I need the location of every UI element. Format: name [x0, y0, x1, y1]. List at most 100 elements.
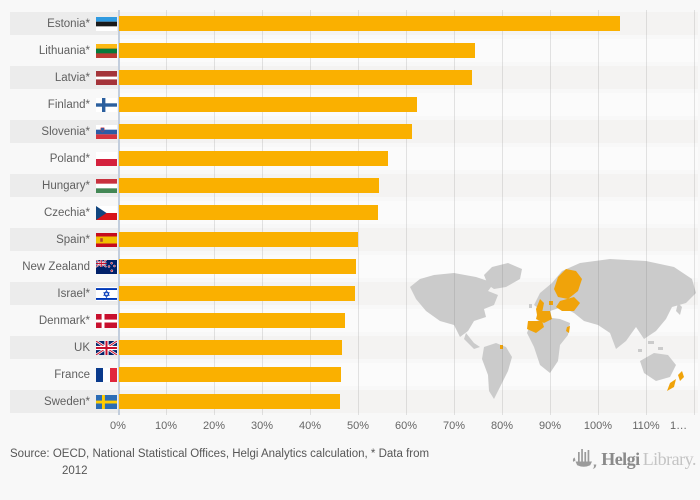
- bar-latvia[interactable]: [119, 70, 473, 85]
- x-tick-label: 70%: [442, 420, 466, 432]
- world-map-watermark: [410, 259, 696, 399]
- country-label: France: [54, 368, 90, 381]
- x-tick-label: 50%: [346, 420, 370, 432]
- country-label: Latvia*: [54, 71, 90, 84]
- chart-row-latvia: Latvia*: [10, 64, 698, 91]
- bar-estonia[interactable]: [119, 16, 620, 31]
- row-label-zone: UK: [10, 336, 118, 359]
- chart-row-spain: Spain*: [10, 226, 698, 253]
- bar-france[interactable]: [119, 367, 342, 382]
- row-label-zone: Czechia*: [10, 201, 118, 224]
- helgi-logo-icon: [573, 449, 597, 470]
- row-label-zone: Spain*: [10, 228, 118, 251]
- logo-text-library: Library.: [642, 448, 697, 469]
- x-tick-label: 90%: [538, 420, 562, 432]
- row-plot-zone: [118, 12, 698, 35]
- flag-israel-icon: [96, 286, 117, 301]
- chart-row-hungary: Hungary*: [10, 172, 698, 199]
- bar-israel[interactable]: [119, 286, 356, 301]
- country-label: Israel*: [57, 287, 90, 300]
- country-label: Slovenia*: [41, 125, 90, 138]
- row-label-zone: Poland*: [10, 147, 118, 170]
- chart-row-france: France: [10, 361, 698, 388]
- country-label: Poland*: [49, 152, 90, 165]
- country-label: Estonia*: [47, 17, 90, 30]
- x-tick-label: 80%: [490, 420, 514, 432]
- x-tick-label: 30%: [250, 420, 274, 432]
- flag-latvia-icon: [96, 70, 117, 85]
- flag-hungary-icon: [96, 178, 117, 193]
- x-tick-label: 20%: [202, 420, 226, 432]
- row-plot-zone: [118, 390, 698, 413]
- flag-new-zealand-icon: [96, 259, 117, 274]
- x-tick-label: 110%: [632, 420, 660, 432]
- chart-row-poland: Poland*: [10, 145, 698, 172]
- row-plot-zone: [118, 39, 698, 62]
- bar-czechia[interactable]: [119, 205, 379, 220]
- helgi-library-logo[interactable]: Helgi Library.: [572, 448, 697, 470]
- flag-sweden-icon: [96, 394, 117, 409]
- row-label-zone: New Zealand: [10, 255, 118, 278]
- row-plot-zone: [118, 174, 698, 197]
- chart-row-czechia: Czechia*: [10, 199, 698, 226]
- flag-denmark-icon: [96, 313, 117, 328]
- row-plot-zone: [118, 147, 698, 170]
- row-plot-zone: [118, 93, 698, 116]
- bar-uk[interactable]: [119, 340, 342, 355]
- row-label-zone: Lithuania*: [10, 39, 118, 62]
- row-label-zone: France: [10, 363, 118, 386]
- row-plot-zone: [118, 66, 698, 89]
- country-label: Czechia*: [43, 206, 90, 219]
- row-plot-zone: [118, 228, 698, 251]
- bar-hungary[interactable]: [119, 178, 380, 193]
- bar-denmark[interactable]: [119, 313, 345, 328]
- row-label-zone: Hungary*: [10, 174, 118, 197]
- country-label: Denmark*: [38, 314, 90, 327]
- country-label: Hungary*: [42, 179, 90, 192]
- flag-spain-icon: [96, 232, 117, 247]
- bar-new-zealand[interactable]: [119, 259, 357, 274]
- logo-text-helgi: Helgi: [601, 448, 640, 469]
- flag-poland-icon: [96, 151, 117, 166]
- bar-finland[interactable]: [119, 97, 418, 112]
- row-plot-zone: [118, 255, 698, 278]
- flag-estonia-icon: [96, 16, 117, 31]
- bar-spain[interactable]: [119, 232, 358, 247]
- row-label-zone: Finland*: [10, 93, 118, 116]
- chart-row-estonia: Estonia*: [10, 10, 698, 37]
- chart-row-sweden: Sweden*: [10, 388, 698, 415]
- bar-lithuania[interactable]: [119, 43, 476, 58]
- chart-row-finland: Finland*: [10, 91, 698, 118]
- bar-slovenia[interactable]: [119, 124, 413, 139]
- chart-row-lithuania: Lithuania*: [10, 37, 698, 64]
- row-plot-zone: [118, 363, 698, 386]
- row-label-zone: Denmark*: [10, 309, 118, 332]
- country-label: Spain*: [56, 233, 90, 246]
- flag-lithuania-icon: [96, 43, 117, 58]
- country-label: Finland*: [47, 98, 90, 111]
- flag-finland-icon: [96, 97, 117, 112]
- row-label-zone: Estonia*: [10, 12, 118, 35]
- bar-sweden[interactable]: [119, 394, 341, 409]
- country-label: Lithuania*: [38, 44, 90, 57]
- x-tick-label: 10%: [154, 420, 178, 432]
- chart-row-new-zealand: New Zealand: [10, 253, 698, 280]
- flag-czechia-icon: [96, 205, 117, 220]
- source-note-line2: 2012: [62, 465, 88, 477]
- row-label-zone: Israel*: [10, 282, 118, 305]
- flag-france-icon: [96, 367, 117, 382]
- country-label: UK: [74, 341, 90, 354]
- chart-row-slovenia: Slovenia*: [10, 118, 698, 145]
- row-plot-zone: [118, 120, 698, 143]
- x-tick-label: 1…: [670, 420, 688, 432]
- country-label: Sweden*: [43, 395, 90, 408]
- country-label: New Zealand: [22, 260, 90, 273]
- x-tick-label: 60%: [394, 420, 418, 432]
- bar-poland[interactable]: [119, 151, 388, 166]
- source-note: Source: OECD, National Statistical Offic…: [10, 448, 430, 460]
- row-plot-zone: [118, 201, 698, 224]
- x-axis-labels: 0% 10% 20% 30% 40% 50% 60% 70% 80% 90% 100% 110% 1…: [110, 420, 700, 434]
- row-label-zone: Latvia*: [10, 66, 118, 89]
- row-label-zone: Slovenia*: [10, 120, 118, 143]
